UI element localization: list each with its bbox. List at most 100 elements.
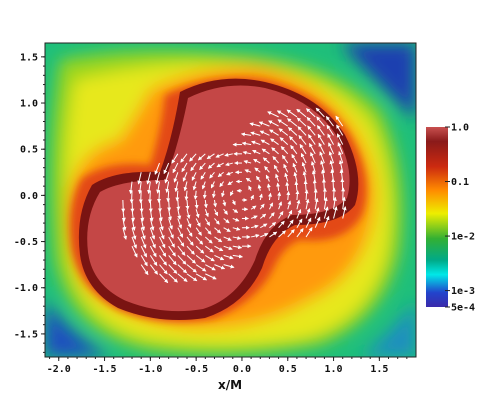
- velocity-arrow: [211, 190, 216, 199]
- velocity-arrow: [267, 111, 279, 118]
- velocity-arrow: [174, 181, 179, 193]
- velocity-arrow: [328, 151, 335, 164]
- velocity-arrow: [177, 264, 188, 274]
- velocity-arrow: [260, 223, 268, 229]
- velocity-arrow: [277, 119, 289, 127]
- velocity-arrow: [195, 227, 202, 236]
- velocity-arrow: [251, 233, 260, 238]
- velocity-arrow: [186, 218, 192, 228]
- velocity-arrow: [159, 255, 167, 266]
- velocity-arrow: [269, 222, 277, 229]
- velocity-arrow: [168, 273, 178, 283]
- velocity-arrow: [258, 121, 270, 127]
- velocity-arrow: [259, 130, 270, 136]
- velocity-arrow: [318, 142, 325, 155]
- velocity-arrow: [186, 255, 196, 264]
- x-axis: -2.0 -1.5 -1.0 -0.5 0.0 0.5 1.0 1.5: [47, 357, 408, 375]
- velocity-arrow: [304, 189, 309, 201]
- x-tick-label: 1.5: [370, 364, 388, 375]
- x-tick-label: -1.5: [92, 364, 116, 375]
- velocity-arrow: [289, 136, 298, 145]
- x-tick-label: -0.5: [184, 364, 208, 375]
- velocity-arrow: [336, 124, 344, 136]
- velocity-arrow: [184, 190, 189, 201]
- velocity-arrow: [245, 177, 252, 182]
- velocity-arrow: [316, 116, 325, 127]
- velocity-arrow: [312, 179, 317, 191]
- velocity-arrow: [296, 208, 302, 219]
- velocity-arrow: [278, 128, 289, 136]
- velocity-arrow: [140, 245, 147, 258]
- velocity-arrow: [186, 209, 191, 219]
- velocity-arrow: [191, 172, 197, 181]
- colorbar-tick-label: 0.1: [451, 177, 469, 188]
- velocity-arrow: [339, 168, 344, 182]
- velocity-arrow: [296, 199, 301, 210]
- x-tick-label: 1.0: [325, 364, 343, 375]
- velocity-arrow: [189, 153, 197, 162]
- velocity-arrow: [305, 227, 313, 238]
- velocity-arrow: [205, 254, 215, 262]
- velocity-arrow: [306, 116, 316, 127]
- velocity-arrow: [322, 187, 327, 201]
- velocity-arrow: [250, 194, 254, 201]
- velocity-arrow: [277, 191, 282, 201]
- velocity-arrow: [149, 245, 157, 258]
- velocity-arrow: [155, 172, 160, 185]
- velocity-arrow: [265, 174, 270, 182]
- velocity-arrow: [202, 190, 207, 199]
- velocity-arrow: [186, 273, 198, 282]
- velocity-arrow: [232, 226, 241, 231]
- velocity-arrow: [261, 148, 270, 155]
- velocity-arrow: [214, 254, 225, 261]
- velocity-arrow: [271, 147, 279, 155]
- velocity-arrow: [249, 122, 261, 127]
- velocity-arrow: [307, 125, 316, 136]
- velocity-arrow: [131, 245, 138, 258]
- velocity-arrow: [287, 127, 298, 136]
- velocity-arrow: [168, 236, 175, 248]
- velocity-arrow: [168, 264, 178, 274]
- velocity-arrow: [316, 125, 325, 136]
- velocity-arrow: [219, 181, 225, 188]
- velocity-arrow: [256, 175, 261, 182]
- velocity-arrow: [204, 218, 211, 226]
- velocity-arrow: [204, 236, 213, 244]
- velocity-arrow: [209, 171, 215, 179]
- velocity-arrow: [159, 273, 169, 284]
- velocity-arrow: [328, 142, 335, 155]
- velocity-arrow: [206, 153, 215, 160]
- velocity-arrow: [214, 218, 220, 225]
- velocity-arrow: [232, 236, 242, 240]
- velocity-arrow: [313, 188, 318, 201]
- velocity-arrow: [177, 236, 185, 247]
- velocity-arrow: [163, 162, 170, 175]
- plot-frame: [44, 42, 417, 358]
- velocity-arrow: [128, 181, 133, 195]
- velocity-arrow: [320, 160, 325, 173]
- y-tick-label: -0.5: [14, 237, 38, 248]
- velocity-arrow: [282, 154, 289, 164]
- velocity-arrow: [329, 160, 335, 173]
- velocity-arrow: [269, 129, 279, 136]
- velocity-arrow: [285, 181, 290, 191]
- velocity-arrow: [290, 144, 298, 155]
- velocity-arrow: [229, 190, 234, 197]
- velocity-arrow: [284, 172, 289, 182]
- velocity-arrow: [342, 206, 347, 219]
- velocity-arrow: [305, 198, 310, 210]
- velocity-arrow: [213, 199, 218, 208]
- velocity-arrow: [244, 169, 252, 173]
- velocity-arrow: [272, 156, 279, 164]
- velocity-arrow: [333, 206, 338, 219]
- velocity-arrow: [205, 245, 214, 253]
- velocity-arrow: [270, 138, 279, 145]
- velocity-arrow: [294, 180, 299, 191]
- velocity-arrow: [232, 208, 239, 213]
- velocity-arrow: [147, 190, 152, 204]
- velocity-arrow: [314, 207, 320, 219]
- velocity-arrow: [231, 199, 236, 206]
- velocity-arrow: [250, 205, 257, 210]
- velocity-arrow: [337, 142, 344, 155]
